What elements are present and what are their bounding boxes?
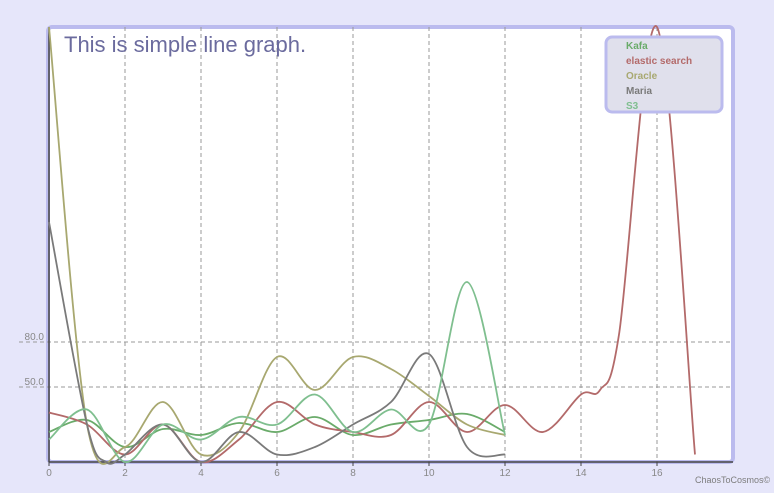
legend: Kafa elastic search Oracle Maria S3	[604, 35, 724, 114]
series-lines	[48, 25, 696, 465]
legend-item-maria: Maria	[626, 86, 653, 97]
legend-item-elastic-search: elastic search	[626, 56, 692, 67]
x-tick-label: 16	[651, 468, 663, 479]
x-tick-label: 0	[46, 468, 52, 479]
chart-title: This is simple line graph.	[64, 32, 306, 57]
legend-box	[604, 35, 724, 114]
series-line-maria	[48, 221, 506, 465]
y-tick-label: 80.0	[25, 332, 45, 343]
series-line-s3	[48, 281, 506, 463]
x-tick-label: 2	[122, 468, 128, 479]
y-tick-label: 50.0	[25, 377, 45, 388]
grid-lines	[19, 27, 733, 462]
axis-ticks: 0 2 4 6 8 10 12 14 16 50.0 80.0	[25, 332, 663, 479]
legend-item-kafa: Kafa	[626, 41, 648, 52]
x-tick-label: 12	[499, 468, 511, 479]
watermark: ChaosToCosmos©	[695, 475, 771, 485]
x-tick-label: 6	[274, 468, 280, 479]
x-tick-label: 14	[575, 468, 587, 479]
legend-item-s3: S3	[626, 101, 639, 112]
x-tick-label: 8	[350, 468, 356, 479]
x-tick-label: 4	[198, 468, 204, 479]
legend-item-oracle: Oracle	[626, 71, 658, 82]
x-tick-label: 10	[423, 468, 435, 479]
